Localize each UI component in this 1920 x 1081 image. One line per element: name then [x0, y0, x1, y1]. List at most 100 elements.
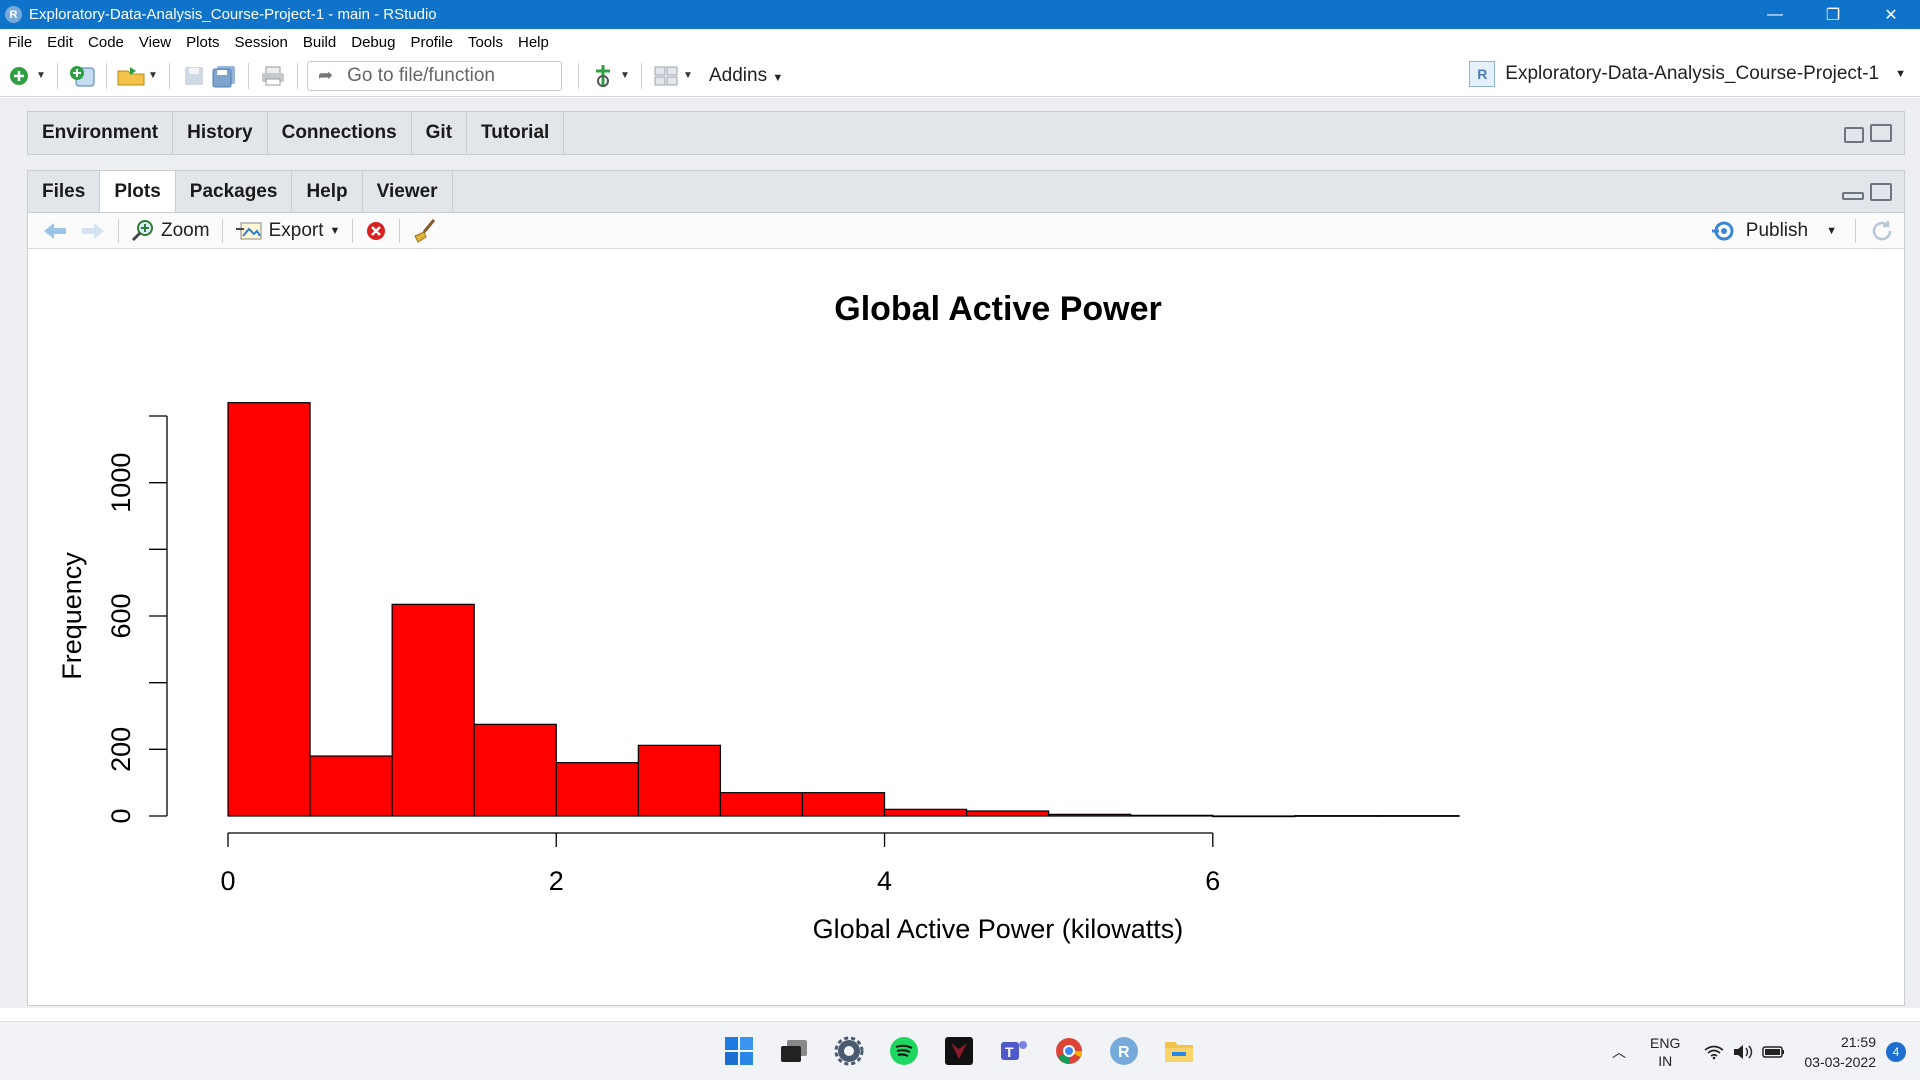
menu-tools[interactable]: Tools — [467, 33, 503, 51]
publish-dropdown-icon: ▼ — [1826, 224, 1837, 237]
toolbar-divider — [578, 62, 579, 89]
restore-pane-icon[interactable] — [1870, 182, 1892, 201]
menu-edit[interactable]: Edit — [47, 33, 74, 51]
print-icon[interactable] — [258, 61, 288, 91]
y-tick-label: 0 — [106, 808, 136, 823]
tab-git[interactable]: Git — [412, 112, 468, 154]
restore-button[interactable]: ❐ — [1825, 6, 1841, 24]
menu-file[interactable]: File — [8, 33, 33, 51]
input-language-indicator[interactable]: ENG IN — [1650, 1034, 1680, 1070]
menu-session[interactable]: Session — [234, 33, 288, 51]
menu-plots[interactable]: Plots — [186, 33, 220, 51]
y-tick-label: 1000 — [106, 453, 136, 513]
x-tick-label: 4 — [877, 866, 892, 896]
predator-sense-icon[interactable] — [940, 1032, 978, 1070]
menu-bar: File Edit Code View Plots Session Build … — [0, 29, 1920, 55]
project-menu[interactable]: R Exploratory-Data-Analysis_Course-Proje… — [1469, 61, 1906, 87]
close-button[interactable]: ✕ — [1884, 6, 1898, 24]
export-icon — [235, 222, 262, 239]
clear-plots-button[interactable] — [406, 218, 444, 244]
toolbar-divider — [641, 62, 642, 89]
export-label: Export — [268, 219, 324, 241]
addins-menu[interactable]: Addins ▼ — [709, 65, 783, 87]
restore-pane-icon[interactable] — [1844, 127, 1864, 143]
tab-history[interactable]: History — [173, 112, 268, 154]
panes-dropdown-icon[interactable]: ▼ — [683, 70, 693, 81]
system-clock[interactable]: 21:59 03-03-2022 — [1804, 1032, 1876, 1072]
maximize-pane-icon[interactable] — [1870, 124, 1892, 142]
export-button[interactable]: Export ▼ — [229, 220, 347, 242]
window-title: Exploratory-Data-Analysis_Course-Project… — [29, 6, 437, 23]
tab-environment[interactable]: Environment — [28, 112, 174, 154]
x-tick-label: 0 — [220, 866, 235, 896]
histogram-bar — [555, 762, 639, 817]
zoom-button[interactable]: Zoom — [125, 219, 216, 243]
x-tick-label: 6 — [1205, 866, 1220, 896]
y-tick-label: 200 — [106, 727, 136, 772]
git-icon[interactable] — [588, 61, 618, 91]
battery-icon[interactable] — [1762, 1044, 1786, 1060]
publish-button[interactable]: Publish ▼ — [1710, 218, 1904, 243]
workspace-panes-icon[interactable] — [651, 61, 681, 91]
plot-toolbar-divider — [352, 218, 354, 243]
toolbar-divider — [57, 62, 58, 89]
histogram-bar — [719, 792, 804, 817]
tab-files[interactable]: Files — [28, 171, 101, 212]
save-icon[interactable] — [179, 61, 209, 91]
chrome-icon[interactable] — [1050, 1032, 1088, 1070]
remove-plot-button[interactable] — [359, 220, 393, 242]
histogram-bar — [309, 755, 393, 817]
export-dropdown-icon: ▼ — [329, 224, 341, 237]
wifi-icon[interactable] — [1704, 1044, 1724, 1060]
histogram-bar — [391, 603, 475, 817]
histogram-bar — [801, 792, 886, 817]
histogram-bar — [1294, 815, 1378, 817]
tab-tutorial[interactable]: Tutorial — [467, 112, 565, 154]
new-file-icon[interactable] — [4, 61, 34, 91]
spotify-icon[interactable] — [885, 1032, 923, 1070]
show-hidden-icons-icon[interactable]: ︿ — [1612, 1043, 1627, 1060]
menu-view[interactable]: View — [138, 33, 172, 51]
rstudio-taskbar-icon[interactable]: R — [1105, 1032, 1143, 1070]
minimize-button[interactable]: — — [1767, 5, 1783, 23]
menu-help[interactable]: Help — [518, 33, 549, 51]
toolbar-divider — [169, 62, 170, 89]
settings-gear-icon[interactable] — [830, 1032, 868, 1070]
minimize-pane-icon[interactable] — [1842, 191, 1864, 200]
new-project-icon[interactable] — [67, 61, 97, 91]
goto-placeholder: Go to file/function — [347, 64, 495, 86]
language-code: ENG — [1650, 1034, 1681, 1051]
refresh-icon[interactable] — [1870, 219, 1894, 243]
forward-arrow-icon — [82, 222, 104, 239]
open-folder-dropdown-icon[interactable]: ▼ — [148, 70, 158, 81]
teams-icon[interactable]: T — [995, 1032, 1033, 1070]
histogram-bar — [637, 744, 721, 817]
tab-viewer[interactable]: Viewer — [363, 171, 453, 212]
chart-title: Global Active Power — [834, 290, 1162, 328]
previous-plot-button[interactable] — [36, 221, 74, 241]
tab-connections[interactable]: Connections — [268, 112, 412, 154]
git-dropdown-icon[interactable]: ▼ — [620, 70, 630, 81]
menu-debug[interactable]: Debug — [351, 33, 396, 51]
notification-badge[interactable]: 4 — [1886, 1041, 1906, 1062]
menu-profile[interactable]: Profile — [410, 33, 453, 51]
histogram-bar — [1212, 815, 1296, 818]
tab-help[interactable]: Help — [292, 171, 363, 212]
broom-icon — [414, 218, 436, 243]
start-menu-icon[interactable] — [720, 1032, 758, 1070]
volume-icon[interactable] — [1732, 1044, 1754, 1060]
menu-build[interactable]: Build — [302, 33, 337, 51]
svg-text:T: T — [1005, 1044, 1014, 1060]
next-plot-button[interactable] — [74, 221, 112, 241]
task-view-icon[interactable] — [775, 1032, 813, 1070]
save-all-icon[interactable] — [209, 61, 239, 91]
tab-plots[interactable]: Plots — [100, 171, 176, 212]
goto-file-input[interactable]: ➦ Go to file/function — [307, 60, 562, 91]
tab-packages[interactable]: Packages — [176, 171, 293, 212]
menu-code[interactable]: Code — [88, 33, 124, 51]
open-folder-icon[interactable] — [116, 61, 146, 91]
plots-pane: Files Plots Packages Help Viewer Zoom Ex… — [27, 170, 1905, 1006]
file-explorer-icon[interactable] — [1160, 1032, 1198, 1070]
new-file-dropdown-icon[interactable]: ▼ — [36, 70, 46, 81]
addins-dropdown-icon: ▼ — [772, 71, 784, 84]
